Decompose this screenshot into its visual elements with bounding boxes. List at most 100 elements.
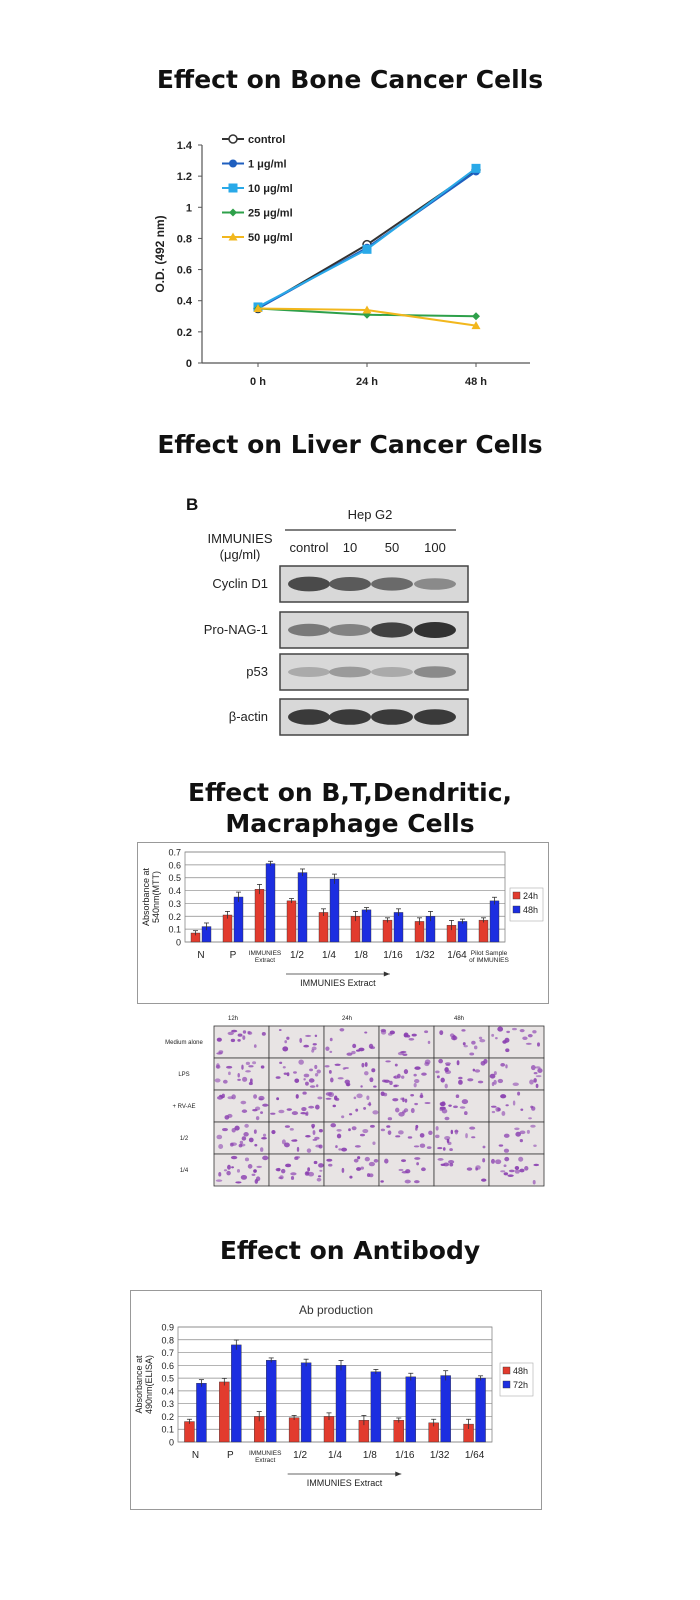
stained-cell bbox=[519, 1029, 525, 1033]
antibody-chart-title: Ab production bbox=[299, 1303, 373, 1317]
stained-cell bbox=[473, 1045, 478, 1050]
stained-cell bbox=[262, 1133, 267, 1137]
stained-cell bbox=[518, 1156, 524, 1162]
blot-band bbox=[414, 666, 456, 678]
stained-cell bbox=[497, 1107, 501, 1112]
stained-cell bbox=[466, 1167, 473, 1171]
stained-cell bbox=[444, 1136, 451, 1141]
stained-cell bbox=[535, 1083, 539, 1089]
stained-cell bbox=[309, 1068, 314, 1072]
stained-cell bbox=[351, 1126, 357, 1131]
legend-label: 10 μg/ml bbox=[248, 183, 293, 195]
stained-cell bbox=[248, 1137, 254, 1143]
y-tick-label: 0.1 bbox=[168, 925, 181, 935]
stained-cell bbox=[330, 1123, 337, 1128]
stained-cell bbox=[437, 1158, 444, 1161]
stained-cell bbox=[504, 1156, 510, 1162]
legend-marker bbox=[228, 183, 238, 193]
stained-cell bbox=[307, 1171, 315, 1177]
blot-band bbox=[329, 624, 371, 636]
stained-cell bbox=[438, 1058, 443, 1064]
stained-cell bbox=[291, 1139, 298, 1142]
stained-cell bbox=[404, 1179, 411, 1184]
stained-cell bbox=[389, 1080, 393, 1085]
stained-cell bbox=[240, 1143, 246, 1147]
stained-cell bbox=[401, 1159, 406, 1163]
stained-cell bbox=[500, 1094, 507, 1099]
stained-cell bbox=[527, 1033, 533, 1038]
y-tick-label: 0 bbox=[186, 358, 192, 370]
stained-cell bbox=[455, 1094, 460, 1099]
y-tick-label: 0.9 bbox=[161, 1323, 174, 1333]
stained-cell bbox=[366, 1095, 370, 1100]
category-label: Pilot Sample bbox=[471, 950, 508, 957]
stained-cell bbox=[413, 1082, 417, 1088]
micrograph-tile bbox=[433, 1025, 490, 1059]
stained-cell bbox=[258, 1098, 263, 1101]
stained-cell bbox=[346, 1052, 353, 1056]
stained-cell bbox=[261, 1136, 267, 1140]
stained-cell bbox=[341, 1147, 348, 1152]
y-tick-label: 0.4 bbox=[161, 1386, 174, 1396]
blot-band bbox=[288, 667, 330, 677]
blot-band bbox=[288, 576, 330, 592]
stained-cell bbox=[497, 1026, 504, 1032]
y-tick-label: 1 bbox=[186, 202, 192, 214]
stained-cell bbox=[243, 1132, 249, 1137]
stained-cell bbox=[318, 1163, 324, 1168]
stained-cell bbox=[349, 1175, 353, 1179]
stained-cell bbox=[530, 1105, 534, 1109]
stained-cell bbox=[533, 1078, 537, 1083]
stained-cell bbox=[262, 1155, 269, 1161]
stained-cell bbox=[421, 1072, 427, 1076]
stained-cell bbox=[490, 1105, 497, 1108]
panel-label: B bbox=[186, 495, 198, 514]
stained-cell bbox=[349, 1113, 353, 1116]
legend-label: 48h bbox=[513, 1366, 528, 1376]
stained-cell bbox=[373, 1159, 379, 1163]
category-label: IMMUNIES bbox=[249, 1450, 282, 1457]
micrograph-tile bbox=[488, 1089, 545, 1123]
category-label: IMMUNIES bbox=[249, 950, 282, 957]
bar bbox=[440, 1375, 451, 1443]
stained-cell bbox=[339, 1028, 345, 1032]
stained-cell bbox=[464, 1111, 468, 1116]
stained-cell bbox=[416, 1162, 419, 1166]
stained-cell bbox=[305, 1171, 309, 1175]
stained-cell bbox=[282, 1046, 289, 1052]
stained-cell bbox=[419, 1094, 424, 1099]
stained-cell bbox=[535, 1075, 542, 1078]
stained-cell bbox=[227, 1031, 234, 1036]
stained-cell bbox=[276, 1097, 280, 1101]
stained-cell bbox=[312, 1130, 316, 1135]
stained-cell bbox=[237, 1078, 241, 1081]
stained-cell bbox=[478, 1036, 483, 1040]
bar bbox=[286, 900, 297, 943]
stained-cell bbox=[495, 1036, 498, 1040]
stained-cell bbox=[403, 1032, 409, 1038]
stained-cell bbox=[227, 1164, 231, 1170]
stained-cell bbox=[303, 1044, 310, 1048]
stained-cell bbox=[471, 1040, 476, 1045]
stained-cell bbox=[262, 1103, 269, 1107]
stained-cell bbox=[237, 1039, 241, 1042]
stained-cell bbox=[311, 1125, 315, 1129]
stained-cell bbox=[314, 1064, 318, 1070]
micrograph-tile bbox=[323, 1057, 380, 1091]
legend-label: 25 μg/ml bbox=[248, 208, 293, 220]
bar bbox=[266, 1360, 277, 1443]
blot-band bbox=[329, 666, 371, 678]
stained-cell bbox=[215, 1064, 221, 1069]
stained-cell bbox=[398, 1168, 404, 1172]
stained-cell bbox=[328, 1163, 333, 1167]
stained-cell bbox=[497, 1078, 504, 1084]
stained-cell bbox=[436, 1075, 440, 1079]
stained-cell bbox=[483, 1058, 488, 1064]
blot-band bbox=[414, 622, 456, 638]
stained-cell bbox=[519, 1139, 523, 1143]
stained-cell bbox=[519, 1168, 525, 1173]
stained-cell bbox=[354, 1145, 361, 1148]
stained-cell bbox=[289, 1127, 294, 1131]
stained-cell bbox=[360, 1166, 364, 1170]
y-tick-label: 0.2 bbox=[177, 327, 192, 339]
